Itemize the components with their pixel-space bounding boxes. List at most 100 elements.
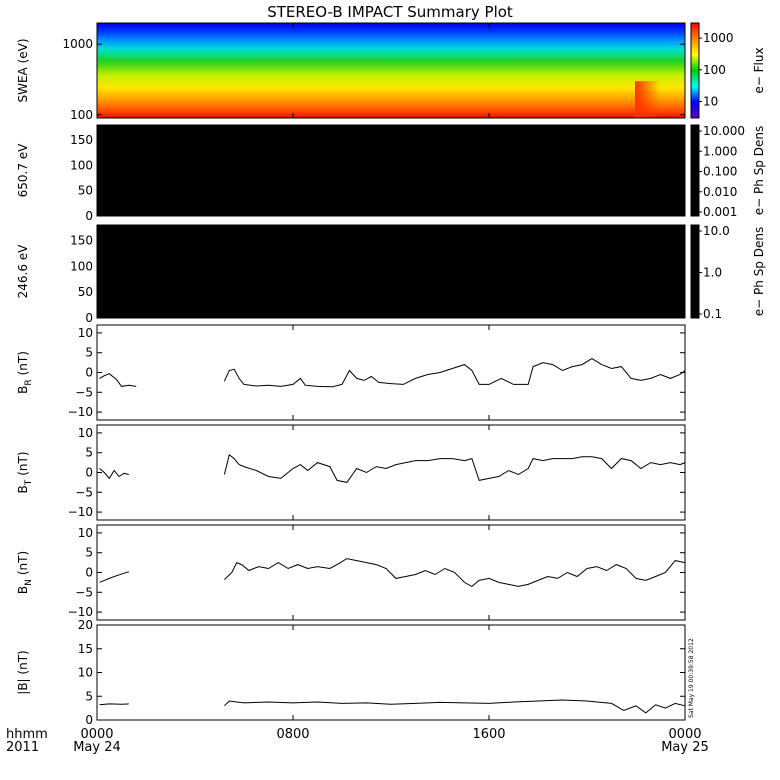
y-tick-label: 0	[85, 366, 93, 380]
colorbar-tick-label: 1000	[703, 31, 734, 45]
bt-frame	[96, 424, 686, 521]
pad650-y-label: 650.7 eV	[16, 143, 30, 198]
y-tick-label: 0	[85, 466, 93, 480]
x-axis-year-label: 2011	[6, 740, 39, 755]
y-label-subscript: N	[24, 579, 34, 586]
pad246-frame	[96, 224, 686, 319]
pad246-y-ticks: 150 100 50 0	[70, 234, 685, 325]
colorbar-label: e− Flux	[752, 47, 766, 93]
y-tick-label: 1000	[62, 37, 93, 51]
colorbar-tick-label: 0.010	[703, 185, 737, 199]
panel-pad650: 150 100 50 0 650.7 eV 10.000 1.000 0.100 0.010 0.…	[16, 124, 766, 223]
colorbar-tick-label: 0.1	[703, 307, 722, 321]
pad650-y-ticks: 150 100 50 0	[70, 133, 685, 223]
br-x-tick-marks	[96, 325, 686, 420]
pad246-x-tick-marks	[96, 225, 686, 318]
y-tick-label: 0	[85, 209, 93, 223]
y-tick-label: 10	[78, 426, 93, 440]
y-tick-label: 50	[78, 285, 93, 299]
y-label-unit: (nT)	[16, 451, 30, 475]
y-tick-label: 10	[78, 666, 93, 680]
colorbar-tick-label: 10.0	[703, 224, 730, 238]
y-label-unit: (nT)	[16, 351, 30, 375]
swea-frame	[96, 22, 686, 119]
panel-br: 10 5 0 −5 −10 BR (nT)	[16, 324, 686, 421]
panel-swea: 1000 100 SWEA (eV) 1000 100 10 e− Flux	[16, 22, 766, 122]
bmag-y-ticks: 20 15 10 5 0	[78, 618, 685, 727]
bt-trace	[223, 453, 686, 483]
y-tick-label: 20	[78, 618, 93, 632]
y-tick-label: 0	[85, 311, 93, 325]
panel-pad246: 150 100 50 0 246.6 eV 10.0 1.0 0.1 e− Ph Sp Dens	[16, 224, 766, 325]
corner-labels: hhmm 2011	[6, 727, 48, 755]
y-label-symbol: B	[16, 386, 30, 394]
bmag-frame	[96, 624, 686, 721]
pad650-frame	[96, 124, 686, 217]
timestamp-label: Sat May 19 00:39:58 2012	[688, 638, 695, 718]
colorbar-tick-label: 10	[703, 94, 718, 108]
colorbar-tick-label: 10.000	[703, 124, 745, 138]
bmag-trace	[224, 699, 686, 714]
y-label-unit: (nT)	[16, 551, 30, 575]
y-label-symbol: B	[16, 586, 30, 594]
bn-frame	[96, 524, 686, 621]
y-tick-label: 5	[85, 689, 93, 703]
bn-y-label: BN (nT)	[16, 551, 34, 594]
y-tick-label: −10	[68, 405, 93, 419]
br-y-label: BR (nT)	[16, 351, 34, 394]
y-tick-label: 5	[85, 446, 93, 460]
panel-bn: 10 5 0 −5 −10 BN (nT)	[16, 524, 686, 621]
colorbar-tick-label: 100	[703, 63, 726, 77]
y-tick-label: 10	[78, 526, 93, 540]
y-tick-label: 0	[85, 566, 93, 580]
y-tick-label: 5	[85, 346, 93, 360]
br-trace	[223, 358, 686, 388]
y-tick-label: 0	[85, 713, 93, 727]
pad650-spectrogram	[97, 125, 685, 216]
y-tick-label: 100	[70, 259, 93, 273]
swea-colorbar: 1000 100 10 e− Flux	[690, 22, 766, 119]
y-label-symbol: B	[16, 485, 30, 493]
x-axis-time-label: hhmm	[6, 727, 48, 742]
y-tick-label: −5	[75, 585, 93, 599]
bmag-x-tick-marks	[96, 625, 686, 720]
y-tick-label: 150	[70, 234, 93, 248]
chart-title: STEREO-B IMPACT Summary Plot	[267, 3, 513, 21]
y-tick-label: −5	[75, 485, 93, 499]
br-frame	[96, 324, 686, 421]
panel-bt: 10 5 0 −5 −10 BT (nT)	[16, 424, 686, 521]
br-trace	[99, 373, 137, 387]
x-tick-time-label: 0000	[80, 727, 113, 742]
bn-trace	[99, 571, 129, 583]
panel-bmag: 20 15 10 5 0 |B| (nT)	[16, 618, 686, 727]
x-tick-time-label: 1600	[472, 727, 505, 742]
y-tick-label: 10	[78, 326, 93, 340]
x-tick-time-label: 0000	[668, 727, 701, 742]
y-tick-label: 150	[70, 133, 93, 147]
x-tick-date-label: May 24	[73, 740, 121, 755]
bmag-y-label: |B| (nT)	[16, 650, 30, 694]
colorbar-strip	[690, 224, 700, 319]
y-tick-label: −10	[68, 505, 93, 519]
y-tick-label: 15	[78, 642, 93, 656]
x-tick-date-label: May 25	[661, 740, 709, 755]
y-tick-label: 100	[70, 158, 93, 172]
colorbar-strip	[690, 22, 700, 119]
y-tick-label: −10	[68, 605, 93, 619]
bt-trace	[99, 468, 129, 480]
y-label-subscript: T	[24, 479, 34, 486]
bn-y-ticks: 10 5 0 −5 −10	[68, 526, 685, 619]
colorbar-tick-label: 0.100	[703, 165, 737, 179]
br-y-ticks: 10 5 0 −5 −10	[68, 326, 685, 419]
y-label-subscript: R	[24, 379, 34, 385]
swea-x-tick-marks	[96, 23, 686, 118]
colorbar-tick-label: 1.000	[703, 144, 737, 158]
y-tick-label: 100	[70, 108, 93, 122]
bt-x-tick-marks	[96, 425, 686, 520]
swea-spectrogram	[97, 23, 685, 118]
pad246-spectrogram	[97, 225, 685, 318]
swea-flux-enhancement	[635, 81, 685, 118]
